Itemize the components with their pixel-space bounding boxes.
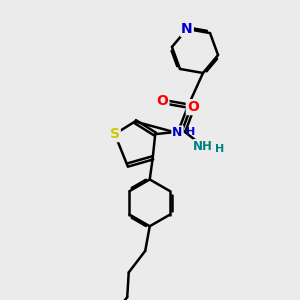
Text: H: H [214,144,224,154]
Text: O: O [157,94,168,109]
Text: NH: NH [193,140,213,153]
Text: N: N [172,127,183,140]
Text: N: N [181,22,193,36]
Text: H: H [186,128,195,137]
Text: O: O [187,100,199,114]
Text: S: S [110,127,120,141]
